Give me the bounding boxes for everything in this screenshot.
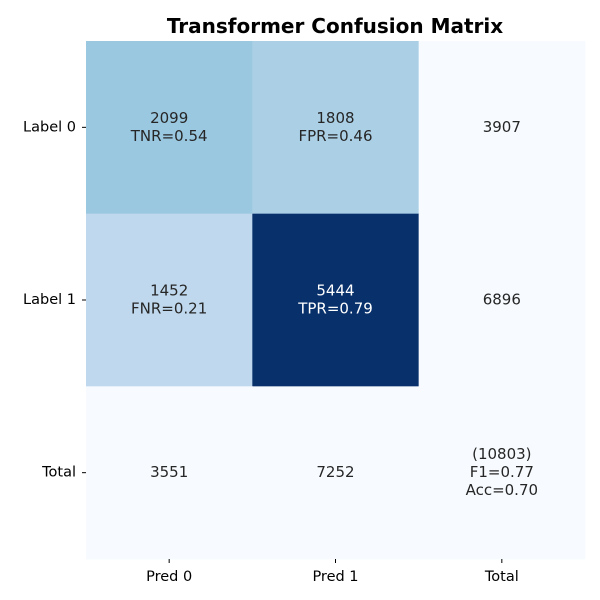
column-tick-label: Total [484,569,519,585]
cell-annotation: 6896 [483,291,521,309]
cell-annotation: 3551 [150,463,188,481]
column-tick-label: Pred 1 [312,569,358,585]
cell-annotation: 5444 [316,282,354,300]
cell-annotation: 2099 [150,109,188,127]
cell-annotation: 1452 [150,282,188,300]
heatmap-cell [418,213,586,387]
cell-annotation: 3907 [483,118,521,136]
column-axis: Pred 0 Pred 1 Total [146,559,519,585]
cell-annotation: (10803) [472,445,531,463]
heatmap-cell [252,41,420,215]
heatmap-cell [86,41,253,215]
heatmap-cell [418,41,586,215]
cell-annotation: 7252 [316,463,354,481]
chart-title: Transformer Confusion Matrix [167,14,503,38]
cell-annotation: Acc=0.70 [466,481,538,499]
cell-annotation: FNR=0.21 [131,300,207,318]
heatmap-cell [86,386,253,560]
cell-annotation: TNR=0.54 [130,127,208,145]
cell-annotation: FPR=0.46 [298,127,372,145]
row-tick-label: Label 0 [23,119,76,135]
cell-annotation: 1808 [316,109,354,127]
cell-annotation: TPR=0.79 [297,300,373,318]
column-tick-label: Pred 0 [146,569,192,585]
row-axis: Label 0 Label 1 Total [23,119,86,481]
heatmap-cell [86,213,253,387]
heatmap-cell [252,213,420,387]
heatmap-cell [252,386,420,560]
row-tick-label: Label 1 [23,292,76,308]
cell-annotation: F1=0.77 [470,463,534,481]
row-tick-label: Total [41,465,76,481]
heatmap-cell [418,386,586,560]
